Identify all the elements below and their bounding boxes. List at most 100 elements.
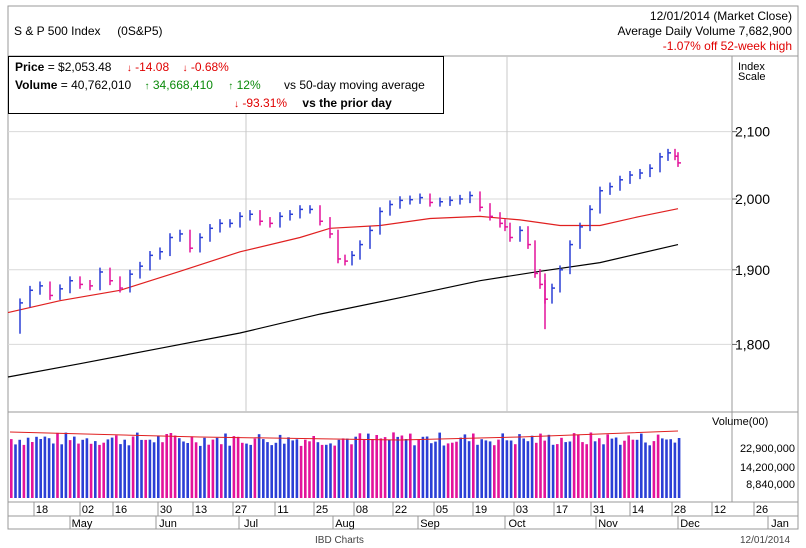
volume-bar bbox=[64, 432, 68, 498]
volume-bar bbox=[404, 439, 408, 498]
volume-bar bbox=[249, 444, 252, 498]
volume-bar bbox=[493, 445, 496, 498]
volume-bar bbox=[89, 443, 93, 498]
volume-bar bbox=[539, 433, 542, 498]
volume-bar bbox=[379, 438, 383, 498]
volume-bar bbox=[640, 433, 643, 498]
x-day-label: 26 bbox=[756, 504, 768, 516]
volume-bar bbox=[73, 436, 76, 498]
volume-bar bbox=[35, 436, 38, 498]
volume-bar bbox=[236, 436, 240, 498]
prior-day-text: vs the prior day bbox=[302, 96, 392, 110]
volume-bar bbox=[568, 441, 572, 498]
volume-bar bbox=[295, 439, 299, 498]
volume-bar bbox=[68, 440, 72, 498]
x-day-label: 05 bbox=[436, 504, 448, 516]
volume-bar bbox=[661, 438, 664, 498]
volume-bar bbox=[47, 438, 51, 498]
volume-bar bbox=[207, 444, 210, 498]
volume-bar bbox=[119, 444, 122, 498]
avg-volume-label: Average Daily Volume 7,682,900 bbox=[617, 24, 792, 38]
volume-bar bbox=[312, 436, 315, 498]
x-month-label: Sep bbox=[420, 518, 440, 530]
volume-bar bbox=[451, 442, 454, 498]
volume-bar bbox=[669, 439, 672, 498]
footer-right: 12/01/2014 bbox=[740, 535, 790, 546]
volume-bar bbox=[467, 441, 471, 498]
y-tick-label: 2,000 bbox=[735, 191, 770, 207]
x-day-label: 22 bbox=[395, 504, 407, 516]
volume-bar bbox=[677, 438, 681, 498]
volume-bar bbox=[652, 441, 656, 498]
x-day-label: 19 bbox=[475, 504, 487, 516]
prior-change-pct: -93.31% bbox=[242, 96, 288, 110]
volume-bar bbox=[526, 441, 530, 498]
volume-label: Volume bbox=[15, 78, 58, 92]
index-name: S & P 500 Index (0S&P5) bbox=[14, 24, 163, 38]
volume-bar bbox=[631, 439, 635, 498]
volume-bar bbox=[325, 444, 328, 498]
volume-bar bbox=[241, 442, 244, 498]
volume-bar bbox=[131, 436, 135, 498]
volume-bar bbox=[413, 445, 416, 498]
volume-bar bbox=[425, 436, 429, 498]
price-row: Price = $2,053.48 ↓ -14.08 ↓ -0.68% bbox=[15, 59, 229, 75]
volume-bar bbox=[673, 442, 677, 498]
index-title: S & P 500 Index bbox=[14, 24, 101, 38]
x-month-label: Aug bbox=[335, 518, 355, 530]
x-day-label: 12 bbox=[714, 504, 726, 516]
volume-bar bbox=[123, 439, 126, 498]
volume-bar bbox=[610, 438, 614, 498]
volume-bar bbox=[278, 434, 282, 498]
x-month-label: Nov bbox=[598, 518, 618, 530]
volume-bar bbox=[350, 444, 353, 498]
volume-bar bbox=[598, 438, 601, 498]
volume-bar bbox=[199, 445, 202, 498]
x-day-label: 16 bbox=[115, 504, 127, 516]
vol-tick-label: 22,900,000 bbox=[740, 443, 795, 455]
volume-bar bbox=[329, 443, 332, 498]
volume-bar bbox=[455, 441, 458, 498]
volume-bar bbox=[602, 444, 605, 498]
volume-bar bbox=[434, 441, 437, 498]
volume-bar bbox=[56, 432, 59, 498]
price-label: Price bbox=[15, 60, 45, 74]
volume-bar bbox=[446, 443, 450, 498]
volume-bar bbox=[316, 442, 320, 498]
x-day-label: 27 bbox=[235, 504, 247, 516]
volume-bar bbox=[274, 442, 278, 498]
volume-bar bbox=[383, 437, 387, 498]
volume-bar bbox=[85, 438, 89, 498]
volume-y-axis: 22,900,000 14,200,000 8,840,000 bbox=[740, 443, 795, 491]
volume-bar bbox=[358, 433, 362, 498]
x-day-label: 11 bbox=[277, 504, 288, 516]
x-day-label: 30 bbox=[160, 504, 172, 516]
volume-bar bbox=[94, 441, 97, 498]
volume-bar bbox=[81, 439, 84, 498]
volume-bar bbox=[593, 441, 597, 498]
volume-axis-label: Volume(00) bbox=[712, 416, 768, 428]
volume-bar bbox=[619, 444, 622, 498]
off-high-label: -1.07% off 52-week high bbox=[662, 39, 792, 53]
volume-bar bbox=[136, 432, 139, 498]
volume-bar bbox=[463, 434, 467, 498]
volume-bar bbox=[299, 445, 303, 498]
volume-bar bbox=[648, 445, 651, 498]
price-y-axis: 2,100 2,000 1,900 1,800 bbox=[732, 124, 770, 352]
volume-bar bbox=[165, 434, 168, 498]
volume-bar bbox=[442, 445, 446, 498]
volume-bar bbox=[543, 440, 546, 498]
volume-bar bbox=[556, 444, 559, 498]
footer-center: IBD Charts bbox=[315, 535, 364, 546]
x-month-label: Oct bbox=[508, 518, 525, 530]
volume-bar bbox=[430, 443, 433, 498]
volume-bar bbox=[623, 440, 626, 498]
volume-bar bbox=[476, 444, 479, 498]
volume-bar bbox=[635, 439, 639, 498]
volume-bar bbox=[110, 437, 114, 498]
date-label: 12/01/2014 (Market Close) bbox=[649, 9, 792, 23]
volume-bar bbox=[224, 433, 227, 498]
x-month-label: Dec bbox=[680, 518, 700, 530]
volume-bar bbox=[190, 436, 194, 498]
volume-bar bbox=[178, 438, 181, 498]
